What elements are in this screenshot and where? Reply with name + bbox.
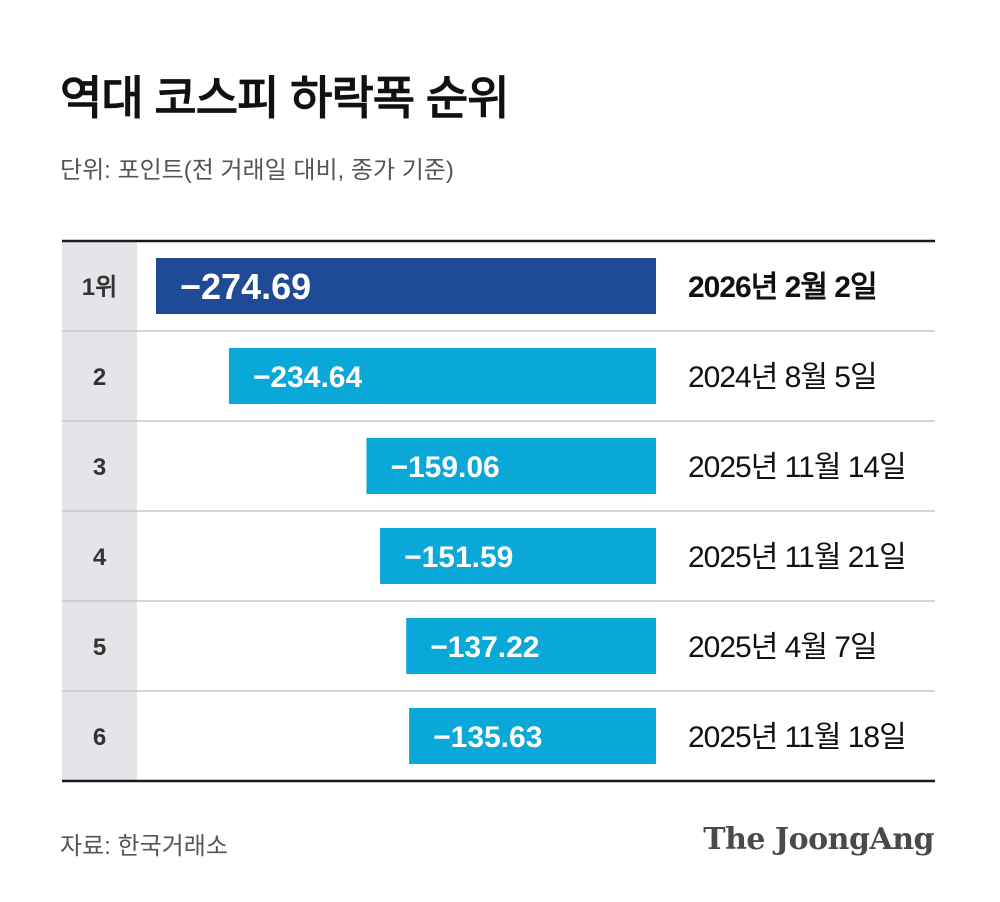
rank-label: 1위: [82, 274, 117, 301]
bar: [228, 348, 656, 404]
bar: [406, 618, 656, 674]
bar: [380, 528, 656, 584]
publisher-logo: The JoongAng: [703, 822, 934, 857]
date-label: 2025년 4월 7일: [688, 631, 877, 664]
rank-label: 6: [93, 724, 106, 751]
rank-label: 4: [93, 544, 107, 571]
value-label: −159.06: [390, 451, 499, 484]
date-label: 2026년 2월 2일: [688, 271, 877, 304]
value-label: −151.59: [404, 541, 513, 574]
bar: [409, 708, 656, 764]
value-label: −274.69: [180, 266, 311, 307]
value-label: −234.64: [253, 361, 363, 394]
date-label: 2025년 11월 14일: [688, 451, 906, 484]
date-label: 2025년 11월 18일: [688, 721, 906, 754]
rank-label: 5: [93, 634, 106, 661]
rank-label: 2: [93, 364, 106, 391]
value-label: −137.22: [430, 631, 539, 664]
source-note: 자료: 한국거래소: [60, 833, 228, 860]
bar: [156, 258, 656, 314]
date-label: 2024년 8월 5일: [688, 361, 877, 394]
rank-label: 3: [93, 454, 106, 481]
chart-subtitle: 단위: 포인트(전 거래일 대비, 종가 기준): [60, 157, 454, 184]
value-label: −135.63: [433, 721, 542, 754]
date-label: 2025년 11월 21일: [688, 541, 906, 574]
bar: [366, 438, 656, 494]
chart-title: 역대 코스피 하락폭 순위: [60, 72, 510, 124]
